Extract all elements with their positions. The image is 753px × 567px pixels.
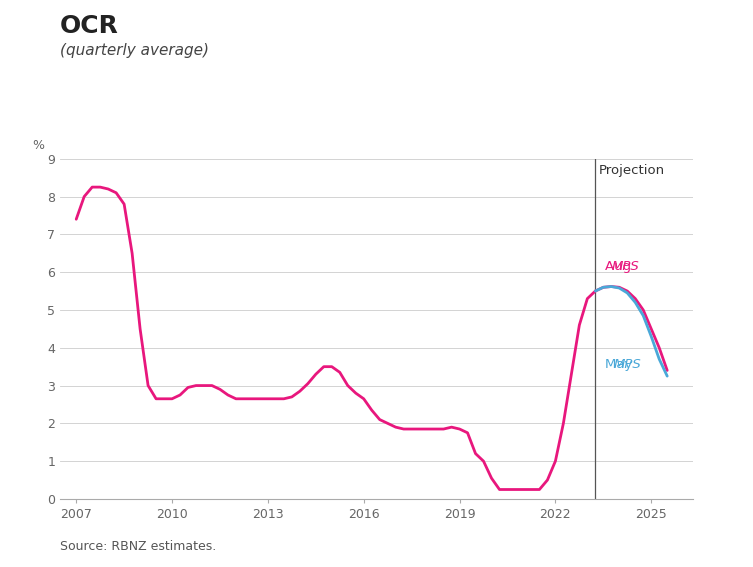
- Text: Projection: Projection: [599, 164, 665, 177]
- Text: May: May: [605, 358, 636, 371]
- Text: (quarterly average): (quarterly average): [60, 43, 209, 57]
- Text: Aug: Aug: [605, 260, 636, 273]
- Text: %: %: [32, 139, 44, 152]
- Text: Source: RBNZ estimates.: Source: RBNZ estimates.: [60, 540, 217, 553]
- Text: MPS: MPS: [614, 358, 642, 371]
- Text: OCR: OCR: [60, 14, 119, 38]
- Text: MPS: MPS: [612, 260, 640, 273]
